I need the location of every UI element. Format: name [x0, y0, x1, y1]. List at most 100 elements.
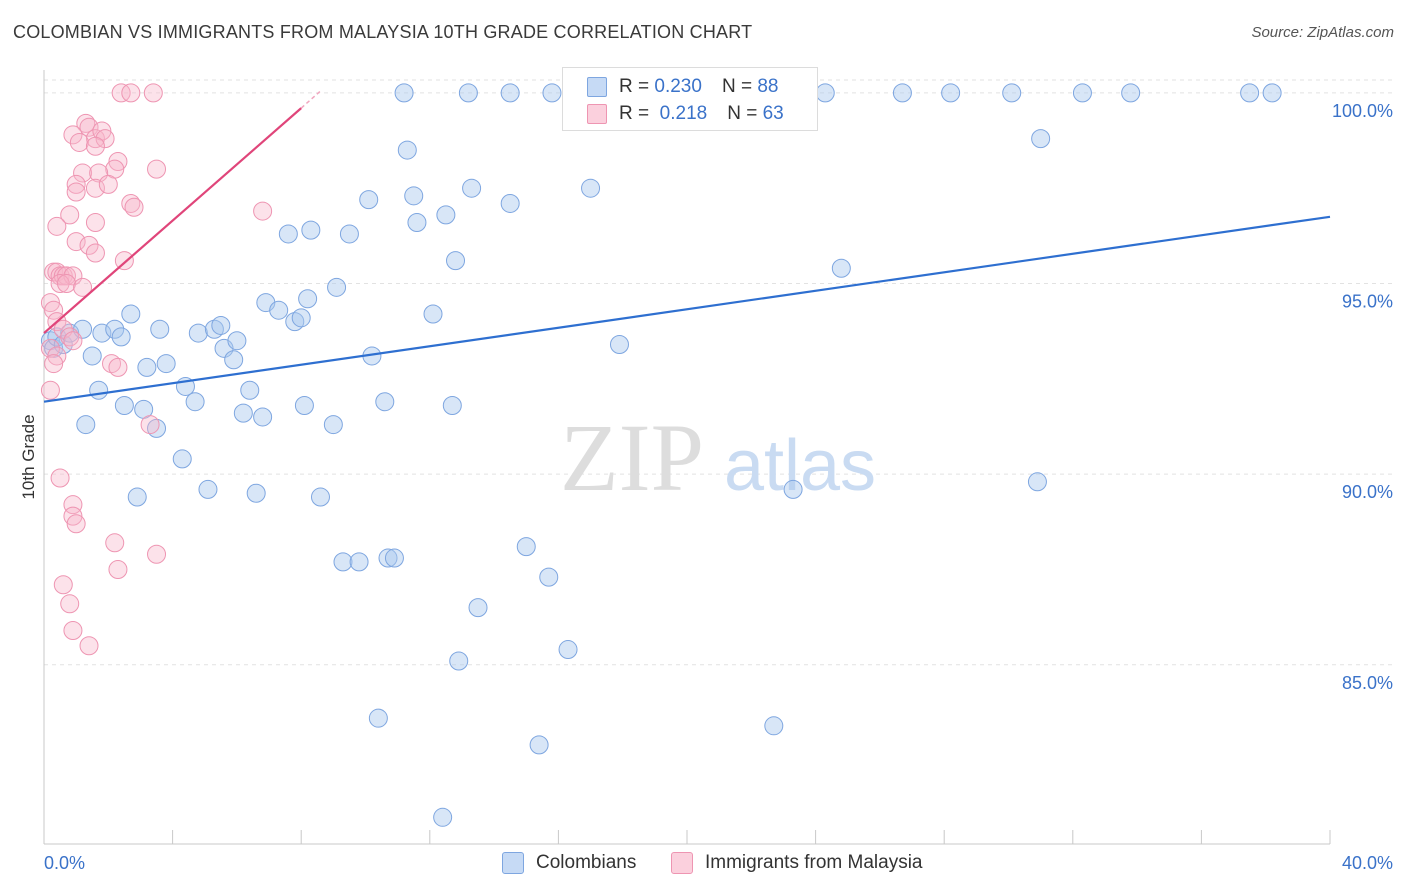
axes-layer: 85.0% 90.0% 95.0% 100.0% 0.0% 40.0% 10th Grade: [19, 70, 1393, 873]
legend-r-label: R =: [619, 76, 650, 97]
malaysia-point: [85, 129, 105, 149]
colombian-point: [941, 83, 961, 103]
malaysia-point: [108, 152, 128, 172]
colombian-point: [291, 308, 311, 328]
legend-n-label: N =: [727, 103, 758, 124]
colombian-point: [1027, 472, 1047, 492]
colombian-trend-line: [43, 215, 1331, 403]
colombian-point: [433, 807, 453, 827]
colombian-point: [172, 449, 192, 469]
malaysia-point: [66, 514, 86, 534]
colombian-point: [323, 415, 343, 435]
watermark: ZIP atlas: [560, 404, 876, 511]
colombian-point: [1031, 129, 1051, 149]
source-label: Source: ZipAtlas.com: [1251, 24, 1394, 41]
chart-title: COLOMBIAN VS IMMIGRANTS FROM MALAYSIA 10…: [13, 22, 753, 42]
colombian-point: [375, 392, 395, 412]
colombian-point: [892, 83, 912, 103]
colombian-point: [105, 319, 125, 339]
colombian-point: [301, 220, 321, 240]
colombian-point: [298, 289, 318, 309]
malaysia-point: [98, 174, 118, 194]
colombian-point: [156, 354, 176, 374]
malaysia-trend-extension: [300, 90, 321, 109]
colombian-point: [581, 178, 601, 198]
malaysia-point: [76, 113, 96, 133]
colombian-point: [458, 83, 478, 103]
colombian-point: [468, 598, 488, 618]
colombian-point: [92, 323, 112, 343]
malaysia-point: [85, 136, 105, 156]
malaysia-point: [66, 174, 86, 194]
colombian-point: [539, 567, 559, 587]
malaysia-point: [40, 293, 60, 313]
colombian-point: [1121, 83, 1141, 103]
colombian-point: [783, 479, 803, 499]
malaysia-point: [73, 163, 93, 183]
y-tick-label: 95.0%: [1342, 292, 1393, 312]
malaysia-point: [60, 327, 80, 347]
legend-n-value: 63: [762, 103, 784, 124]
colombian-point: [831, 258, 851, 278]
colombian-point: [150, 319, 170, 339]
colombian-point: [500, 83, 520, 103]
malaysia-point: [63, 495, 83, 515]
legend-swatch-blue: [587, 77, 607, 97]
colombian-point: [121, 304, 141, 324]
colombian-point: [240, 380, 260, 400]
colombian-point: [76, 415, 96, 435]
malaysia-point: [60, 205, 80, 225]
y-tick-label: 100.0%: [1332, 101, 1393, 121]
legend-label-malaysia: Immigrants from Malaysia: [705, 852, 923, 873]
colombian-point: [529, 735, 549, 755]
malaysia-point: [73, 277, 93, 297]
legend-r-value: 0.218: [659, 103, 708, 124]
colombian-point: [333, 552, 353, 572]
malaysia-point: [63, 620, 83, 640]
malaysia-point: [147, 159, 167, 179]
trend-layer: [43, 90, 1331, 403]
y-axis-label: 10th Grade: [19, 414, 38, 499]
colombian-point: [224, 350, 244, 370]
legend-r-label: R =: [619, 103, 650, 124]
malaysia-point: [253, 201, 273, 221]
malaysia-point: [63, 506, 83, 526]
malaysia-point: [44, 354, 64, 374]
colombian-point: [384, 548, 404, 568]
points-layer: [40, 83, 1282, 827]
colombian-point: [368, 708, 388, 728]
colombian-point: [423, 304, 443, 324]
malaysia-point: [95, 129, 115, 149]
malaysia-point: [57, 274, 77, 294]
colombian-point: [253, 407, 273, 427]
colombian-point: [339, 224, 359, 244]
colombian-point: [137, 357, 157, 377]
colombian-point: [211, 315, 231, 335]
malaysia-point: [85, 243, 105, 263]
legend-row-colombians: R = 0.230 N = 88: [563, 73, 778, 101]
malaysia-point: [108, 357, 128, 377]
legend-row-malaysia: R = 0.218 N = 63: [563, 100, 784, 128]
malaysia-point: [50, 274, 70, 294]
legend-n-label: N =: [721, 76, 753, 97]
malaysia-point: [121, 83, 141, 103]
legend-label-colombians: Colombians: [536, 852, 637, 873]
malaysia-point: [57, 266, 77, 286]
colombian-point: [558, 640, 578, 660]
malaysia-point: [79, 235, 99, 255]
colombian-point: [815, 83, 835, 103]
colombian-point: [1072, 83, 1092, 103]
colombian-point: [1240, 83, 1260, 103]
colombian-point: [269, 300, 289, 320]
malaysia-point: [124, 197, 144, 217]
watermark-zip: ZIP: [560, 404, 704, 511]
malaysia-point: [50, 468, 70, 488]
colombian-point: [246, 483, 266, 503]
malaysia-point: [40, 380, 60, 400]
colombian-point: [227, 331, 247, 351]
legend-swatch-pink: [587, 104, 607, 124]
malaysia-point: [63, 331, 83, 351]
malaysia-point: [114, 251, 134, 271]
colombian-point: [1002, 83, 1022, 103]
